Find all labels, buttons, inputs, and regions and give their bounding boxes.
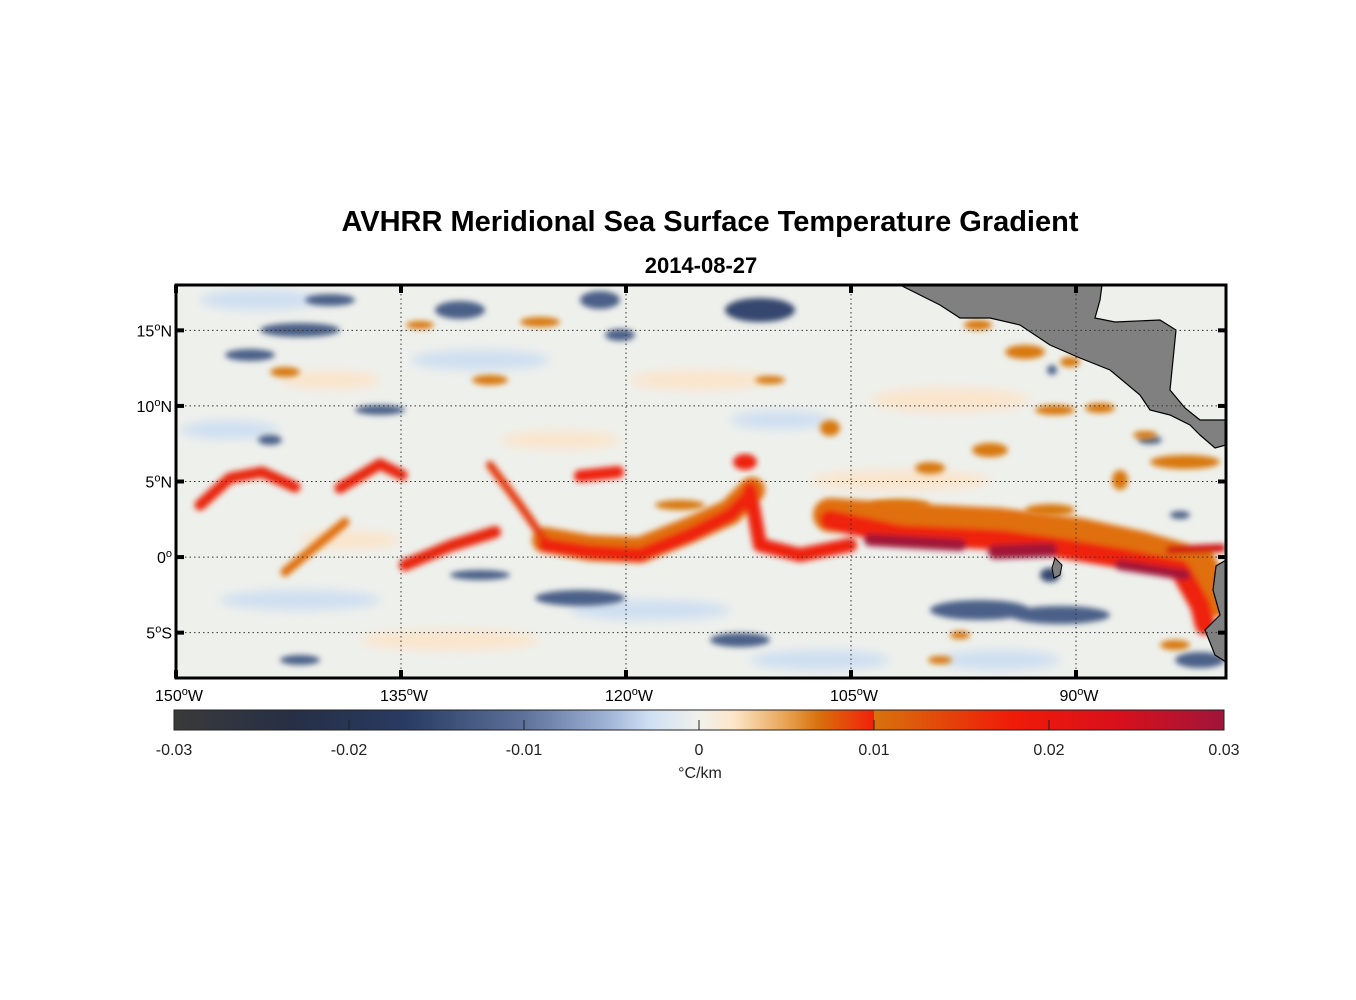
chart-title: AVHRR Meridional Sea Surface Temperature… [341, 206, 1079, 238]
colorbar: -0.03 -0.02 -0.01 0 0.01 0.02 0.03 [156, 709, 1240, 759]
axis-ticks [174, 285, 1226, 678]
chart-subtitle: 2014-08-27 [644, 253, 758, 278]
lat-tick-label: 5oN [145, 473, 172, 492]
lon-tick-label: 105oW [830, 686, 879, 705]
colorbar-tick-label: -0.01 [506, 742, 543, 759]
colorbar-tick-label: 0.03 [1208, 742, 1239, 759]
colorbar-label: °C/km [678, 765, 722, 782]
lon-tick-label: 120oW [605, 686, 654, 705]
colorbar-tick-label: 0.01 [858, 742, 889, 759]
gradient-field [176, 285, 1226, 678]
land-central-america [899, 285, 1226, 449]
lat-tick-label: 0o [157, 548, 172, 567]
lat-tick-label: 5oS [146, 624, 172, 643]
colorbar-tick-label: 0.02 [1033, 742, 1064, 759]
land-galapagos [1051, 557, 1063, 579]
colorbar-tick-label: 0 [695, 742, 704, 759]
land-south-america [1204, 559, 1226, 663]
lon-tick-label: 135oW [380, 686, 429, 705]
lon-tick-label: 150oW [155, 686, 204, 705]
lat-tick-label: 15oN [137, 321, 172, 340]
lat-tick-label: 10oN [137, 397, 172, 416]
colorbar-tick-label: -0.03 [156, 742, 193, 759]
lon-tick-label: 90oW [1059, 686, 1099, 705]
colorbar-tick-label: -0.02 [331, 742, 368, 759]
